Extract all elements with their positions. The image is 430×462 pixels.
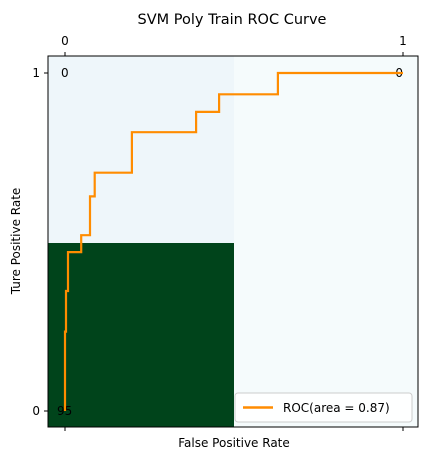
legend: ROC(area = 0.87) (234, 392, 413, 423)
cell-r0-c1 (234, 56, 418, 243)
legend-label: ROC(area = 0.87) (283, 401, 390, 415)
y-tick-0: 0 (32, 404, 40, 418)
roc-series-layer (63, 71, 403, 411)
cell-count-r0-c0: 0 (61, 66, 69, 80)
y-axis-label: Ture Positive Rate (9, 188, 23, 296)
legend-box (234, 392, 413, 423)
x-tick-top-1: 1 (399, 34, 407, 48)
cell-r0-c0 (48, 56, 234, 243)
chart-title: SVM Poly Train ROC Curve (138, 12, 327, 28)
plot-frame (47, 55, 419, 428)
x-tick-top-0: 0 (61, 34, 69, 48)
roc-line-series-0 (63, 71, 403, 411)
cell-r1-c0 (48, 243, 234, 427)
confusion-background: 0 095 (48, 56, 418, 427)
y-tick-1: 1 (32, 66, 40, 80)
x-axis-label: False Positive Rate (178, 436, 290, 450)
